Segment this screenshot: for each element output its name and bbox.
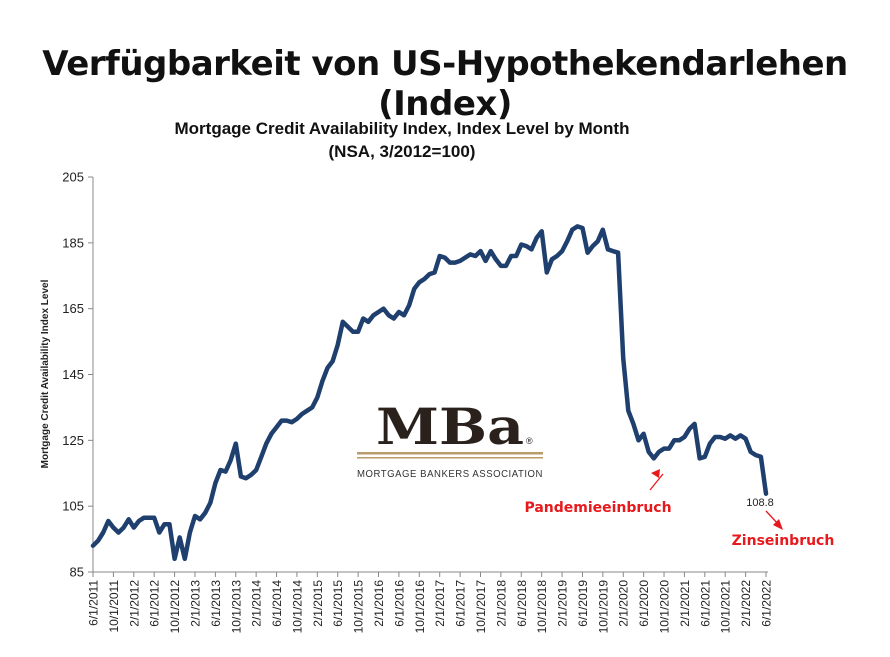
x-tick-label: 2/1/2013 <box>188 580 202 627</box>
annotation-pandemic-text: Pandemieeinbruch <box>524 500 671 516</box>
series-line <box>90 224 769 562</box>
x-tick-label: 10/1/2018 <box>535 580 549 634</box>
x-tick-label: 6/1/2018 <box>515 580 529 627</box>
x-tick-label: 10/1/2020 <box>658 580 672 634</box>
chart-subtitle: (NSA, 3/2012=100) <box>329 142 476 161</box>
x-tick-label: 10/1/2013 <box>229 580 243 634</box>
x-tick-label: 10/1/2019 <box>596 580 610 634</box>
annotation-rates: Zinseinbruch <box>732 510 835 549</box>
x-tick-label: 2/1/2018 <box>494 580 508 627</box>
data-label-last: 108.8 <box>746 497 774 509</box>
x-tick-label: 2/1/2012 <box>127 580 141 627</box>
x-ticks: 6/1/2011 10/1/2011 2/1/2012 6/1/2012 10/1/20… <box>87 572 774 633</box>
x-tick-label: 10/1/2021 <box>719 580 733 634</box>
y-tick-label: 125 <box>62 433 84 448</box>
x-tick-label: 10/1/2016 <box>413 580 427 634</box>
y-ticks: 85 105 125 145 165 185 205 <box>62 170 93 580</box>
x-tick-label: 6/1/2012 <box>148 580 162 627</box>
logo-bar <box>357 457 543 459</box>
x-tick-label: 2/1/2022 <box>739 580 753 627</box>
x-tick-label: 2/1/2020 <box>617 580 631 627</box>
x-tick-label: 10/1/2012 <box>168 580 182 634</box>
y-tick-label: 85 <box>70 565 84 580</box>
x-tick-label: 6/1/2022 <box>760 580 774 627</box>
y-tick-label: 145 <box>62 367 84 382</box>
x-tick-label: 6/1/2021 <box>698 580 712 627</box>
x-tick-label: 2/1/2016 <box>372 580 386 627</box>
logo-subtitle: MORTGAGE BANKERS ASSOCIATION <box>357 468 543 480</box>
logo-mark: MBa <box>376 397 524 456</box>
x-tick-label: 2/1/2014 <box>250 580 264 627</box>
x-tick-label: 10/1/2017 <box>474 580 488 634</box>
x-tick-label: 6/1/2011 <box>87 580 101 626</box>
arrowhead-rates <box>773 519 783 530</box>
x-tick-label: 6/1/2019 <box>576 580 590 627</box>
y-axis-label: Mortgage Credit Availability Index Level <box>40 279 51 468</box>
mba-logo: MBa ® MORTGAGE BANKERS ASSOCIATION <box>357 397 543 480</box>
annotation-pandemic: Pandemieeinbruch <box>524 469 672 516</box>
x-tick-label: 2/1/2017 <box>433 580 447 627</box>
y-tick-label: 205 <box>62 170 84 185</box>
x-tick-label: 2/1/2015 <box>311 580 325 627</box>
logo-bar <box>357 452 543 455</box>
x-tick-label: 10/1/2014 <box>290 580 304 634</box>
annotation-rates-text: Zinseinbruch <box>732 533 835 549</box>
x-tick-label: 6/1/2015 <box>331 580 345 627</box>
arrow-pandemic <box>649 473 664 491</box>
y-tick-label: 165 <box>62 301 84 316</box>
x-tick-label: 6/1/2013 <box>209 580 223 627</box>
x-tick-label: 6/1/2014 <box>270 580 284 627</box>
x-tick-label: 2/1/2021 <box>678 580 692 627</box>
x-tick-label: 6/1/2017 <box>454 580 468 627</box>
logo-registered: ® <box>526 436 533 446</box>
x-tick-label: 10/1/2015 <box>352 580 366 634</box>
x-tick-label: 6/1/2020 <box>637 580 651 627</box>
chart-title: Mortgage Credit Availability Index, Inde… <box>175 119 630 138</box>
x-tick-label: 10/1/2011 <box>107 580 121 633</box>
slide-title: Verfügbarkeit von US-Hypothekendarlehen … <box>42 44 848 124</box>
x-tick-label: 6/1/2016 <box>392 580 406 627</box>
y-tick-label: 185 <box>62 235 84 250</box>
y-tick-label: 105 <box>62 499 84 514</box>
x-tick-label: 2/1/2019 <box>556 580 570 627</box>
arrowhead-pandemic <box>651 469 660 478</box>
